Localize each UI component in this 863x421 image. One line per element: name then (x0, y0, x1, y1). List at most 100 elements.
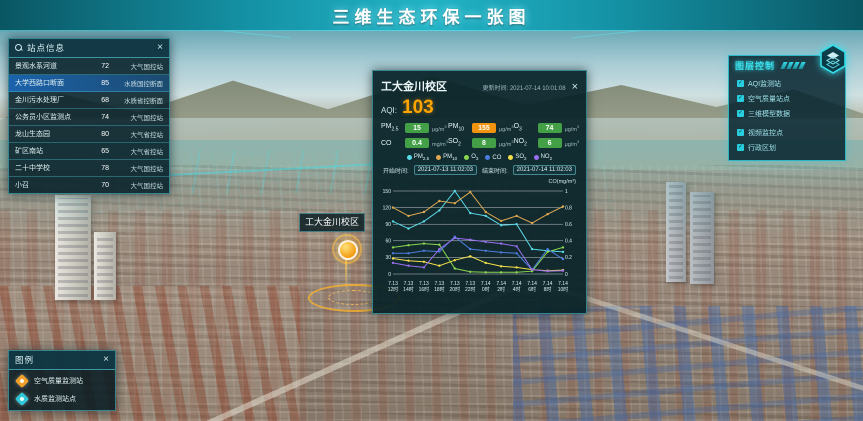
station-row[interactable]: 矿区南站 65 大气省控站 (9, 143, 169, 160)
station-row[interactable]: 龙山生态园 80 大气省控站 (9, 126, 169, 143)
pollutant-value: 74 (537, 123, 562, 133)
legend-label: CO (492, 154, 502, 161)
update-time: 更新时间: 2021-07-14 10:01:08 (482, 86, 566, 92)
station-value: 74 (101, 113, 109, 121)
legend-items: 空气质量监测站 水质监测站点 (9, 370, 115, 410)
pollutant-cell: PM2.5 15 μg/m3 (381, 123, 448, 133)
station-type: 大气国控站 (130, 183, 164, 190)
layer-item[interactable]: ✓ 视频监控点 (729, 125, 845, 140)
layer-item[interactable]: ✓ 空气质量站点 (729, 91, 845, 106)
station-value: 78 (101, 164, 109, 172)
layer-label: 空气质量站点 (748, 95, 790, 103)
layer-panel-header: 图层控制 (729, 56, 845, 74)
svg-text:0.4: 0.4 (565, 239, 572, 245)
legend-label: PM2.5 (413, 154, 430, 162)
svg-text:60: 60 (385, 239, 391, 245)
layer-item[interactable]: ✓ 三维模型数据 (729, 106, 845, 121)
map-legend-panel: 图例 × 空气质量监测站 水质监测站点 (8, 350, 116, 411)
svg-text:90: 90 (385, 222, 391, 228)
layer-label: 行政区划 (748, 144, 776, 152)
pollutant-unit: μg/m3 (498, 123, 514, 133)
pollutant-label: PM2.5 (381, 123, 399, 133)
pollutant-label: O3 (513, 123, 522, 133)
station-type: 大气国控站 (130, 166, 164, 173)
legend-item-pm10[interactable]: PM10 (436, 154, 457, 161)
legend-panel-header: 图例 × (9, 351, 115, 370)
highrise-building (666, 182, 686, 282)
legend-label: PM10 (443, 154, 458, 162)
aqi-row: AQI: 103 (373, 96, 586, 121)
legend-item-no2[interactable]: NO2 (533, 154, 552, 161)
station-row[interactable]: 金川污水处理厂 68 水质省控断面 (9, 92, 169, 109)
station-row[interactable]: 二十中学校 78 大气国控站 (9, 160, 169, 177)
start-time-input[interactable]: 2021-07-13 11:02:03 (413, 165, 477, 176)
checkbox-checked[interactable]: ✓ (737, 110, 744, 117)
pollutant-label: NO2 (513, 138, 527, 148)
white-tower-building (94, 232, 116, 300)
legend-item-label: 空气质量监测站 (34, 378, 83, 385)
pollutant-grid: PM2.5 15 μg/m3 PM10 155 μg/m3 O3 74 μg/m3 CO 0.4 mg… (373, 121, 586, 150)
chart-series-legend: PM2.5 PM10 O3 CO SO2 NO2 (373, 150, 586, 163)
station-row[interactable]: 公务员小区监测点 74 大气国控站 (9, 109, 169, 126)
pollutant-value: 0.4 (405, 138, 429, 148)
close-icon[interactable]: × (157, 42, 163, 53)
station-detail-popup: 工大金川校区 更新时间: 2021-07-14 10:01:08 × AQI: … (372, 70, 587, 314)
station-name: 大学西路口断面 (15, 80, 64, 87)
checkbox-checked[interactable]: ✓ (737, 144, 744, 151)
search-icon[interactable] (15, 44, 23, 52)
header-stripes-decoration (780, 62, 806, 69)
legend-marker-icon (14, 391, 30, 407)
legend-item-label: 水质监测站点 (34, 396, 76, 403)
layer-item[interactable]: ✓ AQI监测站 (729, 76, 845, 91)
station-name: 龙山生态园 (15, 131, 50, 138)
pollutant-value: 15 (405, 123, 429, 133)
svg-text:30: 30 (385, 255, 391, 261)
station-value: 68 (101, 96, 109, 104)
legend-item-so2[interactable]: SO2 (508, 154, 527, 161)
legend-color-dot (508, 155, 514, 161)
station-marker-icon[interactable] (338, 240, 358, 260)
legend-item-o3[interactable]: O3 (464, 154, 478, 161)
end-time-input[interactable]: 2021-07-14 11:02:03 (512, 165, 576, 176)
station-type: 大气省控站 (130, 149, 164, 156)
popup-header: 工大金川校区 更新时间: 2021-07-14 10:01:08 × (373, 71, 586, 96)
pollutant-cell: O3 74 μg/m3 (513, 123, 579, 133)
pollutant-cell: NO2 6 μg/m3 (513, 138, 579, 148)
station-row[interactable]: 大学西路口断面 85 水质国控断面 (9, 75, 169, 92)
chart-canvas[interactable]: 0 30 60 90 120 150 0 0.2 0.4 0.6 0.8 1 7.13 12时 7.13 14… (377, 185, 582, 301)
marker-ground-ring-inner (328, 290, 378, 305)
layer-item[interactable]: ✓ 行政区划 (729, 140, 845, 155)
legend-item[interactable]: 空气质量监测站 (9, 372, 115, 390)
pollutant-value: 6 (537, 138, 562, 148)
checkbox-checked[interactable]: ✓ (737, 80, 744, 87)
checkbox-checked[interactable]: ✓ (737, 129, 744, 136)
station-marker-label[interactable]: 工大金川校区 (299, 213, 366, 232)
legend-item-co[interactable]: CO (485, 155, 501, 161)
legend-color-dot (406, 155, 412, 161)
layers-hexagon-icon[interactable] (818, 44, 848, 74)
legend-item[interactable]: 水质监测站点 (9, 390, 115, 408)
station-name: 景观水系河道 (15, 63, 57, 70)
highlighted-river (130, 150, 420, 194)
close-icon[interactable]: × (571, 81, 578, 93)
station-row[interactable]: 景观水系河道 72 大气国控站 (9, 58, 169, 75)
station-value: 72 (101, 62, 109, 70)
legend-item-pm2.5[interactable]: PM2.5 (406, 154, 430, 162)
svg-text:0: 0 (388, 272, 391, 278)
checkbox-checked[interactable]: ✓ (737, 95, 744, 102)
svg-text:1: 1 (565, 189, 568, 195)
station-type: 大气国控站 (130, 64, 164, 71)
station-type: 大气国控站 (130, 115, 164, 122)
station-row[interactable]: 小召 70 大气国控站 (9, 177, 169, 193)
pollutant-cell: PM10 155 μg/m3 (448, 123, 514, 133)
pollutant-cell: SO2 8 μg/m3 (448, 138, 514, 148)
svg-text:0.6: 0.6 (565, 222, 572, 228)
station-rows: 景观水系河道 72 大气国控站 大学西路口断面 85 水质国控断面 金川污水处理厂 68 水质省… (9, 58, 169, 193)
close-icon[interactable]: × (103, 354, 109, 365)
svg-text:0.2: 0.2 (565, 255, 572, 261)
